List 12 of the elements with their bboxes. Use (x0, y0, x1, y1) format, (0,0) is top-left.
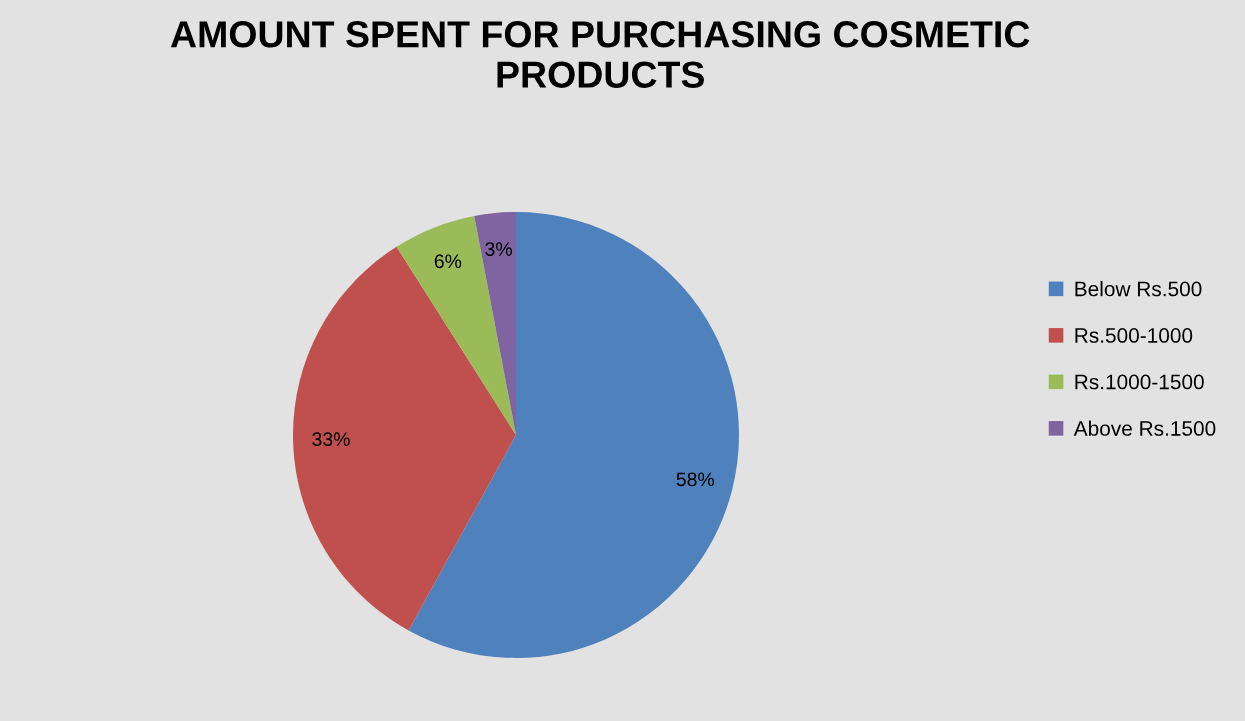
pie-slice (474, 212, 516, 435)
pie-slice (396, 215, 516, 435)
pie-slice (408, 212, 739, 658)
legend-label: Below Rs.500 (1075, 281, 1202, 297)
data-label: 6% (434, 254, 462, 269)
data-label: 33% (312, 432, 350, 447)
legend-label: Rs.1000-1500 (1075, 374, 1204, 390)
data-label: 58% (676, 472, 715, 487)
data-label: 3% (485, 242, 512, 256)
chart-title: AMOUNT SPENT FOR PURCHASING COSMETIC PRODUCTS (170, 20, 1030, 88)
legend-label: Rs.500-1000 (1075, 328, 1193, 343)
legend-label: Above Rs.1500 (1073, 420, 1216, 436)
